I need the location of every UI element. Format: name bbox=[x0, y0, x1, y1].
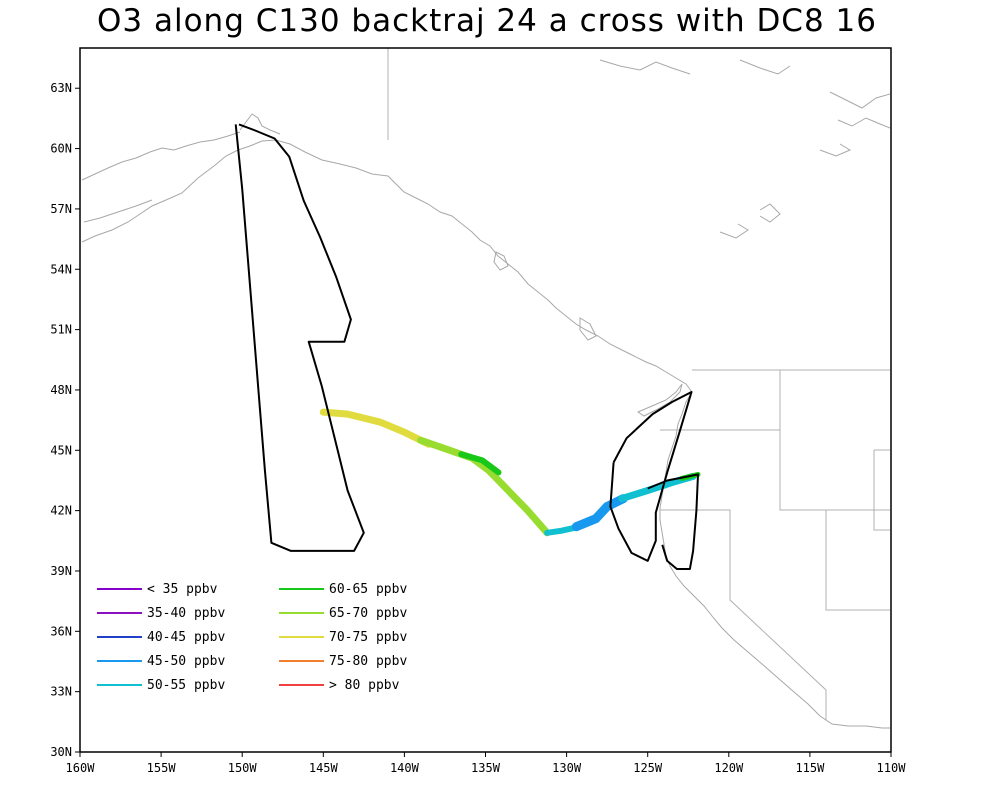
y-tick-label: 36N bbox=[50, 624, 72, 638]
y-tick-label: 51N bbox=[50, 323, 72, 337]
x-tick-label: 110W bbox=[877, 761, 907, 775]
legend-label: < 35 ppbv bbox=[147, 582, 218, 597]
legend: < 35 ppbv 35-40 ppbv 40-45 ppbv 45-50 ppbv 5… bbox=[97, 582, 407, 693]
coastlines bbox=[81, 59, 891, 729]
c130-flight-track bbox=[609, 391, 693, 562]
legend-label: 65-70 ppbv bbox=[329, 606, 407, 621]
legend-label: 75-80 ppbv bbox=[329, 654, 407, 669]
dc8-flight-track bbox=[234, 123, 365, 552]
political-borders bbox=[387, 48, 890, 720]
y-tick-label: 48N bbox=[50, 383, 72, 397]
y-tick-label: 57N bbox=[50, 202, 72, 216]
y-tick-label: 45N bbox=[50, 443, 72, 457]
y-tick-label: 63N bbox=[50, 81, 72, 95]
legend-label: 45-50 ppbv bbox=[147, 654, 225, 669]
legend-label: > 80 ppbv bbox=[329, 678, 400, 693]
legend-label: 60-65 ppbv bbox=[329, 582, 407, 597]
y-tick-label: 54N bbox=[50, 262, 72, 276]
x-tick-label: 160W bbox=[66, 761, 96, 775]
x-tick-label: 140W bbox=[390, 761, 420, 775]
y-tick-label: 42N bbox=[50, 504, 72, 518]
c130-flight-track-segment bbox=[647, 473, 699, 570]
x-axis: 160W 155W 150W 145W 140W 135W 130W 125W 120W 115W… bbox=[66, 752, 907, 775]
y-axis: 30N 33N 36N 39N 42N 45N 48N 51N 54N 57N 60N 63N bbox=[50, 81, 80, 759]
x-tick-label: 120W bbox=[714, 761, 744, 775]
x-tick-label: 135W bbox=[471, 761, 501, 775]
legend-label: 50-55 ppbv bbox=[147, 678, 225, 693]
trajectory-segment bbox=[571, 494, 628, 532]
x-tick-label: 125W bbox=[633, 761, 663, 775]
x-tick-label: 150W bbox=[228, 761, 258, 775]
legend-label: 40-45 ppbv bbox=[147, 630, 225, 645]
y-tick-label: 39N bbox=[50, 564, 72, 578]
y-tick-label: 30N bbox=[50, 745, 72, 759]
map-title: O3 along C130 backtraj 24 a cross with D… bbox=[97, 3, 877, 39]
map-frame bbox=[79, 47, 892, 753]
trajectory-segment bbox=[417, 436, 551, 537]
legend-label: 35-40 ppbv bbox=[147, 606, 225, 621]
x-tick-label: 130W bbox=[552, 761, 582, 775]
ozone-trajectory bbox=[319, 408, 701, 537]
x-tick-label: 115W bbox=[795, 761, 825, 775]
trajectory-segment bbox=[458, 451, 502, 476]
y-tick-label: 60N bbox=[50, 142, 72, 156]
legend-label: 70-75 ppbv bbox=[329, 630, 407, 645]
x-tick-label: 155W bbox=[147, 761, 177, 775]
y-tick-label: 33N bbox=[50, 685, 72, 699]
x-tick-label: 145W bbox=[309, 761, 339, 775]
trajectory-segment bbox=[319, 408, 433, 448]
